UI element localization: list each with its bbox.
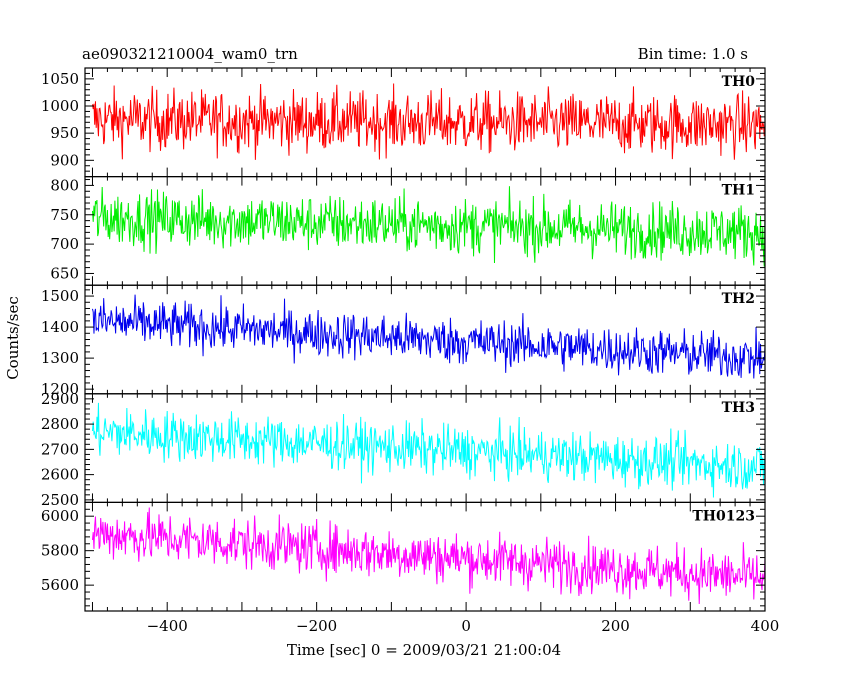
panel-th0123: TH0123 5600 5800 6000 <box>41 501 766 612</box>
x-tick-label: 0 <box>461 617 471 635</box>
panel-th2: TH2 1200 1300 1400 1500 <box>41 284 766 398</box>
series-line-th0 <box>91 83 765 160</box>
y-axis-label: Counts/sec <box>4 296 22 380</box>
x-tick-label: 400 <box>751 617 780 635</box>
panel-label-th2: TH2 <box>722 291 755 307</box>
y-tick-label: 1000 <box>41 97 79 115</box>
panel-frame <box>84 284 766 395</box>
series-line-th0123 <box>91 507 765 604</box>
y-tick-label: 2700 <box>41 440 79 458</box>
panel-label-th0123: TH0123 <box>692 508 755 524</box>
x-tick-label: 200 <box>601 617 630 635</box>
y-tick-label: 700 <box>50 235 79 253</box>
y-tick-label: 2800 <box>41 415 79 433</box>
x-axis: −400 −200 0 200 400 <box>147 617 780 635</box>
y-tick-label: 5800 <box>41 542 79 560</box>
series-line-th3 <box>91 402 765 498</box>
y-tick-label: 1200 <box>41 380 79 398</box>
y-tick-label: 2500 <box>41 491 79 509</box>
y-tick-label: 900 <box>50 151 79 169</box>
panel-label-th0: TH0 <box>722 74 756 90</box>
y-tick-label: 950 <box>50 124 79 142</box>
x-axis-label: Time [sec] 0 = 2009/03/21 21:00:04 <box>287 641 561 659</box>
chart-title: ae090321210004_wam0_trn <box>82 45 298 63</box>
y-tick-label: 750 <box>50 206 79 224</box>
panel-label-th1: TH1 <box>722 183 755 199</box>
y-tick-label: 1050 <box>41 70 79 88</box>
y-tick-label: 5600 <box>41 576 79 594</box>
y-tick-label: 1500 <box>41 287 79 305</box>
y-tick-label: 2600 <box>41 466 79 484</box>
y-tick-label: 6000 <box>41 507 79 525</box>
panel-frame <box>84 501 766 612</box>
y-tick-label: 2900 <box>41 390 79 408</box>
panel-label-th3: TH3 <box>722 400 755 416</box>
bin-time-label: Bin time: 1.0 s <box>638 45 748 63</box>
series-line-th1 <box>91 186 765 267</box>
panel-th0: TH0 900 950 1000 1050 <box>41 67 766 178</box>
y-tick-label: 800 <box>50 176 79 194</box>
panel-th3: TH3 2500 2600 2700 2800 2900 <box>41 390 766 509</box>
y-tick-label: 650 <box>50 264 79 282</box>
x-tick-label: −200 <box>296 617 337 635</box>
x-tick-label: −400 <box>147 617 188 635</box>
series-line-th2 <box>91 294 765 379</box>
y-tick-label: 1400 <box>41 318 79 336</box>
panels: TH0 900 950 1000 1050 TH1 650 700 750 800 TH2 1200 1… <box>41 67 766 612</box>
y-tick-label: 1300 <box>41 349 79 367</box>
panel-th1: TH1 650 700 750 800 <box>50 176 766 286</box>
